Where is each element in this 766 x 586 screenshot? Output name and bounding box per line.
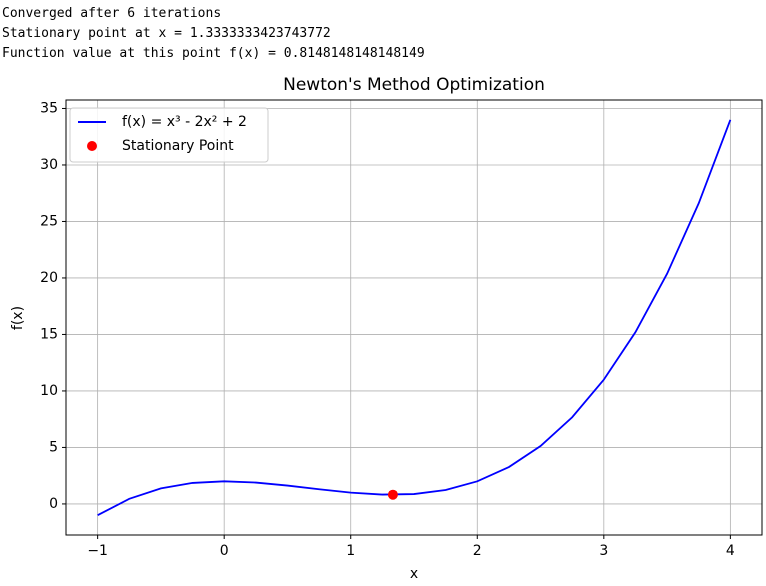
- x-tick-label: 3: [599, 543, 608, 559]
- x-tick-label: 4: [726, 543, 735, 559]
- y-tick-label: 10: [40, 383, 58, 399]
- x-tick-label: 2: [473, 543, 482, 559]
- y-axis-label: f(x): [10, 306, 26, 330]
- page: Converged after 6 iterations Stationary p…: [0, 4, 766, 586]
- y-tick-label: 0: [49, 496, 58, 512]
- y-tick-label: 35: [40, 100, 58, 116]
- y-tick-label: 20: [40, 270, 58, 286]
- x-tick-label: 0: [220, 543, 229, 559]
- legend-label: f(x) = x³ - 2x² + 2: [122, 114, 247, 130]
- output-line: Converged after 6 iterations: [2, 6, 222, 21]
- y-tick-label: 25: [40, 213, 58, 229]
- chart-title: Newton's Method Optimization: [283, 75, 545, 95]
- output-text: Converged after 6 iterations Stationary p…: [2, 4, 766, 64]
- plot-frame: [65, 99, 763, 536]
- function-curve: [97, 119, 732, 517]
- legend-swatch: [87, 141, 97, 151]
- y-tick-label: 5: [49, 439, 58, 455]
- y-tick-label: 15: [40, 326, 58, 342]
- output-line: Stationary point at x = 1.33333334237437…: [2, 26, 331, 41]
- legend-box: [69, 107, 269, 163]
- x-tick-label: 1: [346, 543, 355, 559]
- x-axis-label: x: [410, 566, 418, 582]
- output-line: Function value at this point f(x) = 0.81…: [2, 46, 425, 61]
- legend-label: Stationary Point: [122, 138, 234, 154]
- x-tick-label: −1: [87, 543, 108, 559]
- y-tick-label: 30: [40, 157, 58, 173]
- stationary-point: [387, 489, 398, 500]
